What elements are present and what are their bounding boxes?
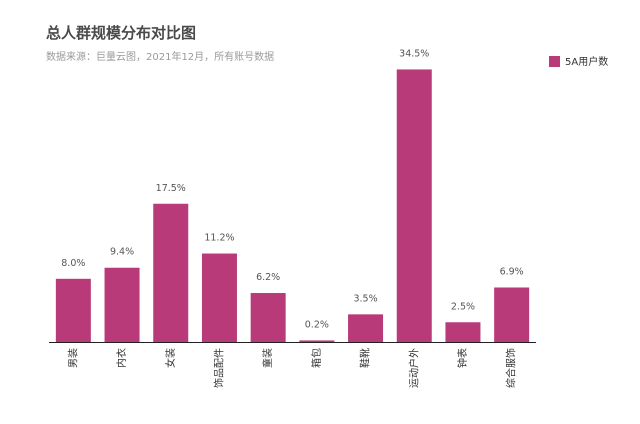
value-label-9: 2.5% [451, 301, 475, 312]
category-labels-group: 男装 内衣 女装 饰品配件 童装 箱包 鞋靴 运动户外 钟表 综合服饰 [66, 348, 517, 388]
value-label-10: 6.9% [500, 266, 524, 277]
bar-10 [494, 287, 530, 342]
category-label-7: 鞋靴 [359, 348, 372, 368]
legend-label: 5A用户数 [565, 55, 608, 68]
bar-8 [396, 69, 432, 342]
category-label-4: 饰品配件 [212, 348, 225, 388]
bar-3 [153, 203, 189, 342]
category-label-10: 综合服饰 [505, 348, 518, 388]
value-label-8: 34.5% [399, 48, 429, 59]
value-labels-group: 8.0% 9.4% 17.5% 11.2% 6.2% 0.2% 3.5% 34.5% 2.5% 6… [61, 48, 523, 330]
bar-4 [201, 253, 237, 342]
chart-title: 总人群规模分布对比图 [46, 24, 197, 42]
bar-1 [55, 278, 91, 342]
bar-5 [250, 293, 286, 342]
value-label-3: 17.5% [156, 183, 186, 194]
value-label-1: 8.0% [61, 258, 85, 269]
category-label-5: 童装 [261, 348, 274, 368]
bars-group [55, 69, 530, 342]
legend: 5A用户数 [549, 55, 608, 68]
category-label-8: 运动户外 [407, 348, 420, 388]
category-label-3: 女装 [164, 348, 177, 368]
value-label-7: 3.5% [353, 293, 377, 304]
legend-swatch [549, 56, 560, 67]
value-label-5: 6.2% [256, 272, 280, 283]
value-label-4: 11.2% [204, 233, 234, 244]
bar-2 [104, 267, 140, 342]
value-label-2: 9.4% [110, 247, 134, 258]
bar-9 [445, 322, 481, 342]
category-label-9: 钟表 [456, 348, 469, 368]
category-label-2: 内衣 [115, 348, 128, 368]
bar-7 [348, 314, 384, 342]
category-label-6: 箱包 [310, 348, 323, 368]
chart-subtitle: 数据来源：巨量云图，2021年12月，所有账号数据 [46, 52, 275, 63]
category-label-1: 男装 [66, 348, 79, 368]
bar-6 [299, 340, 335, 342]
value-label-6: 0.2% [305, 319, 329, 330]
